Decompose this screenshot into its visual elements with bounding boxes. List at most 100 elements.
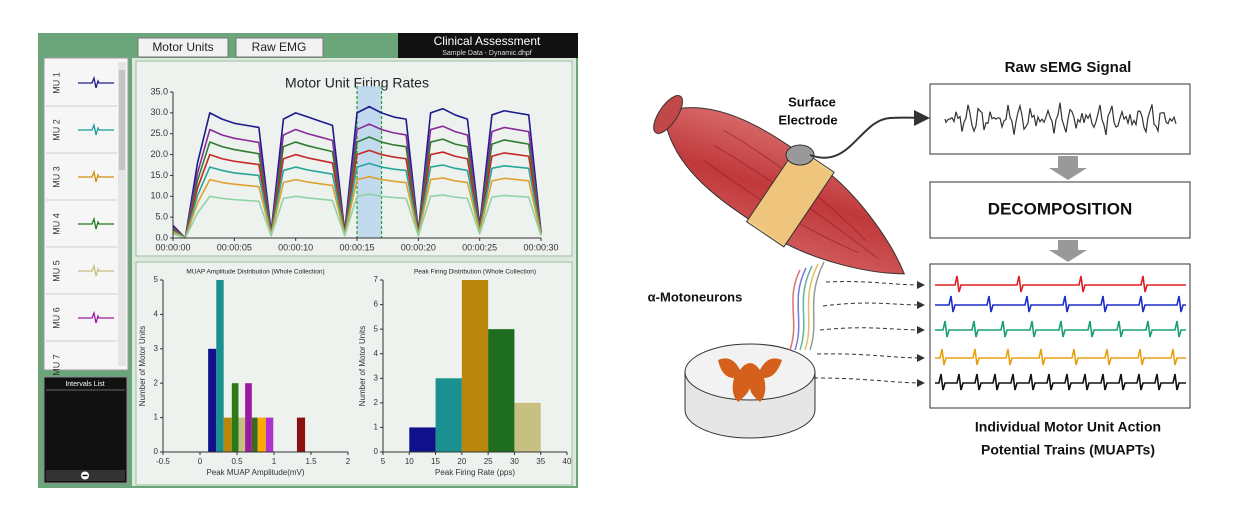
y-axis-label: Number of Motor Units <box>138 326 147 406</box>
intervals-list <box>43 376 128 484</box>
tab[interactable] <box>235 37 324 58</box>
y-tick-label: 15.0 <box>150 170 168 180</box>
bar <box>223 417 232 452</box>
electrode <box>785 144 815 166</box>
selection <box>357 86 382 238</box>
y-tick-label: 10.0 <box>150 191 168 201</box>
mu-label: MU 7 <box>51 354 61 376</box>
x-tick-label: 20 <box>457 457 466 466</box>
x-tick-label: 10 <box>405 457 414 466</box>
header-title: Clinical Assessment <box>434 34 541 48</box>
electrode-cable <box>809 109 930 159</box>
x-tick-label: 5 <box>381 457 386 466</box>
down-arrow <box>1049 240 1087 262</box>
y-tick-label: 4 <box>154 310 159 319</box>
mu-label: MU 4 <box>51 213 61 235</box>
y-tick-label: 5.0 <box>155 212 168 222</box>
mu-waveform <box>78 75 114 89</box>
muscle <box>653 95 906 275</box>
bar <box>296 417 306 452</box>
y-tick-label: 1 <box>374 423 379 432</box>
y-tick-label: 20.0 <box>150 149 168 159</box>
x-tick-label: 1.5 <box>305 457 317 466</box>
y-tick-label: 1 <box>154 413 159 422</box>
y-tick-label: 30.0 <box>150 107 168 117</box>
mu-waveform <box>78 169 114 183</box>
tab-label[interactable]: Raw EMG <box>252 40 307 54</box>
mu-waveform <box>78 216 114 230</box>
dashed-arrow <box>819 325 925 334</box>
mu-label: MU 6 <box>51 307 61 329</box>
raw-signal <box>944 102 1177 136</box>
x-tick-label: 30 <box>510 457 519 466</box>
spike-train <box>935 373 1186 391</box>
y-tick-label: 6 <box>374 300 379 309</box>
y-tick-label: 4 <box>374 349 379 358</box>
dashed-arrow <box>822 300 925 309</box>
bar <box>238 417 246 452</box>
x-tick-label: 0.5 <box>231 457 243 466</box>
mu-waveform <box>78 310 114 324</box>
signal-title: Raw sEMG Signal <box>1005 59 1132 76</box>
header-bar <box>398 33 578 58</box>
x-tick-label: 2 <box>346 457 351 466</box>
bar <box>231 383 239 452</box>
bar <box>409 427 436 452</box>
mu-waveform <box>78 263 114 277</box>
bar <box>514 402 541 452</box>
bar <box>208 348 217 452</box>
x-tick-label: 00:00:30 <box>523 242 558 252</box>
y-tick-label: 0 <box>154 447 159 456</box>
chart-title: MUAP Amplitude Distribution (Whole Colle… <box>186 269 324 276</box>
spike-train <box>935 320 1186 338</box>
x-tick-label: 0 <box>198 457 203 466</box>
intervals-title: Intervals List <box>65 381 104 388</box>
diagram: Raw sEMG Signal DECOMPOSITION Individual… <box>648 59 1191 458</box>
x-tick-label: 00:00:10 <box>278 242 313 252</box>
signal-box <box>929 83 1191 155</box>
chart-title: Motor Unit Firing Rates <box>285 75 429 91</box>
grey-matter <box>718 358 782 402</box>
y-tick-label: 0.0 <box>155 232 168 242</box>
down-arrow <box>1049 156 1087 180</box>
spike-train <box>935 295 1186 313</box>
x-tick-label: 35 <box>536 457 545 466</box>
x-axis-label: Peak Firing Rate (pps) <box>435 468 515 477</box>
scrollbar[interactable] <box>118 62 126 366</box>
y-tick-label: 35.0 <box>150 86 168 96</box>
tab-label[interactable]: Motor Units <box>152 40 213 54</box>
x-tick-label: 00:00:05 <box>217 242 252 252</box>
neurons-label: α-Motoneurons <box>648 289 743 304</box>
y-tick-label: 2 <box>154 378 159 387</box>
output-label: Potential Trains (MUAPTs) <box>981 442 1155 458</box>
dashed-arrow <box>813 377 925 387</box>
mu-waveform <box>78 122 114 136</box>
dashed-arrow <box>825 280 925 289</box>
mu-label: MU 1 <box>51 72 61 94</box>
scroll-thumb[interactable] <box>119 70 125 170</box>
spike-train <box>935 275 1186 293</box>
x-tick-label: 00:00:20 <box>401 242 436 252</box>
x-axis-label: Peak MUAP Amplitude(mV) <box>206 468 304 477</box>
bar <box>435 378 462 452</box>
bar <box>461 280 489 452</box>
bar <box>265 417 274 452</box>
decomposition-label: DECOMPOSITION <box>988 199 1133 218</box>
decomposition-box <box>929 181 1191 239</box>
mu-label: MU 3 <box>51 166 61 188</box>
x-tick-label: 00:00:15 <box>339 242 374 252</box>
x-tick-label: 1 <box>272 457 277 466</box>
y-tick-label: 5 <box>374 324 379 333</box>
x-tick-label: -0.5 <box>156 457 170 466</box>
nerve-fibers <box>789 261 825 351</box>
series-line <box>172 193 542 239</box>
electrode-label: Surface <box>788 94 836 109</box>
output-label: Individual Motor Unit Action <box>975 419 1161 435</box>
y-tick-label: 2 <box>374 398 379 407</box>
tab[interactable] <box>137 37 229 58</box>
y-tick-label: 0 <box>374 447 379 456</box>
chart-title: Peak Firing Distribution (Whole Collecti… <box>414 269 536 276</box>
y-tick-label: 3 <box>374 373 379 382</box>
